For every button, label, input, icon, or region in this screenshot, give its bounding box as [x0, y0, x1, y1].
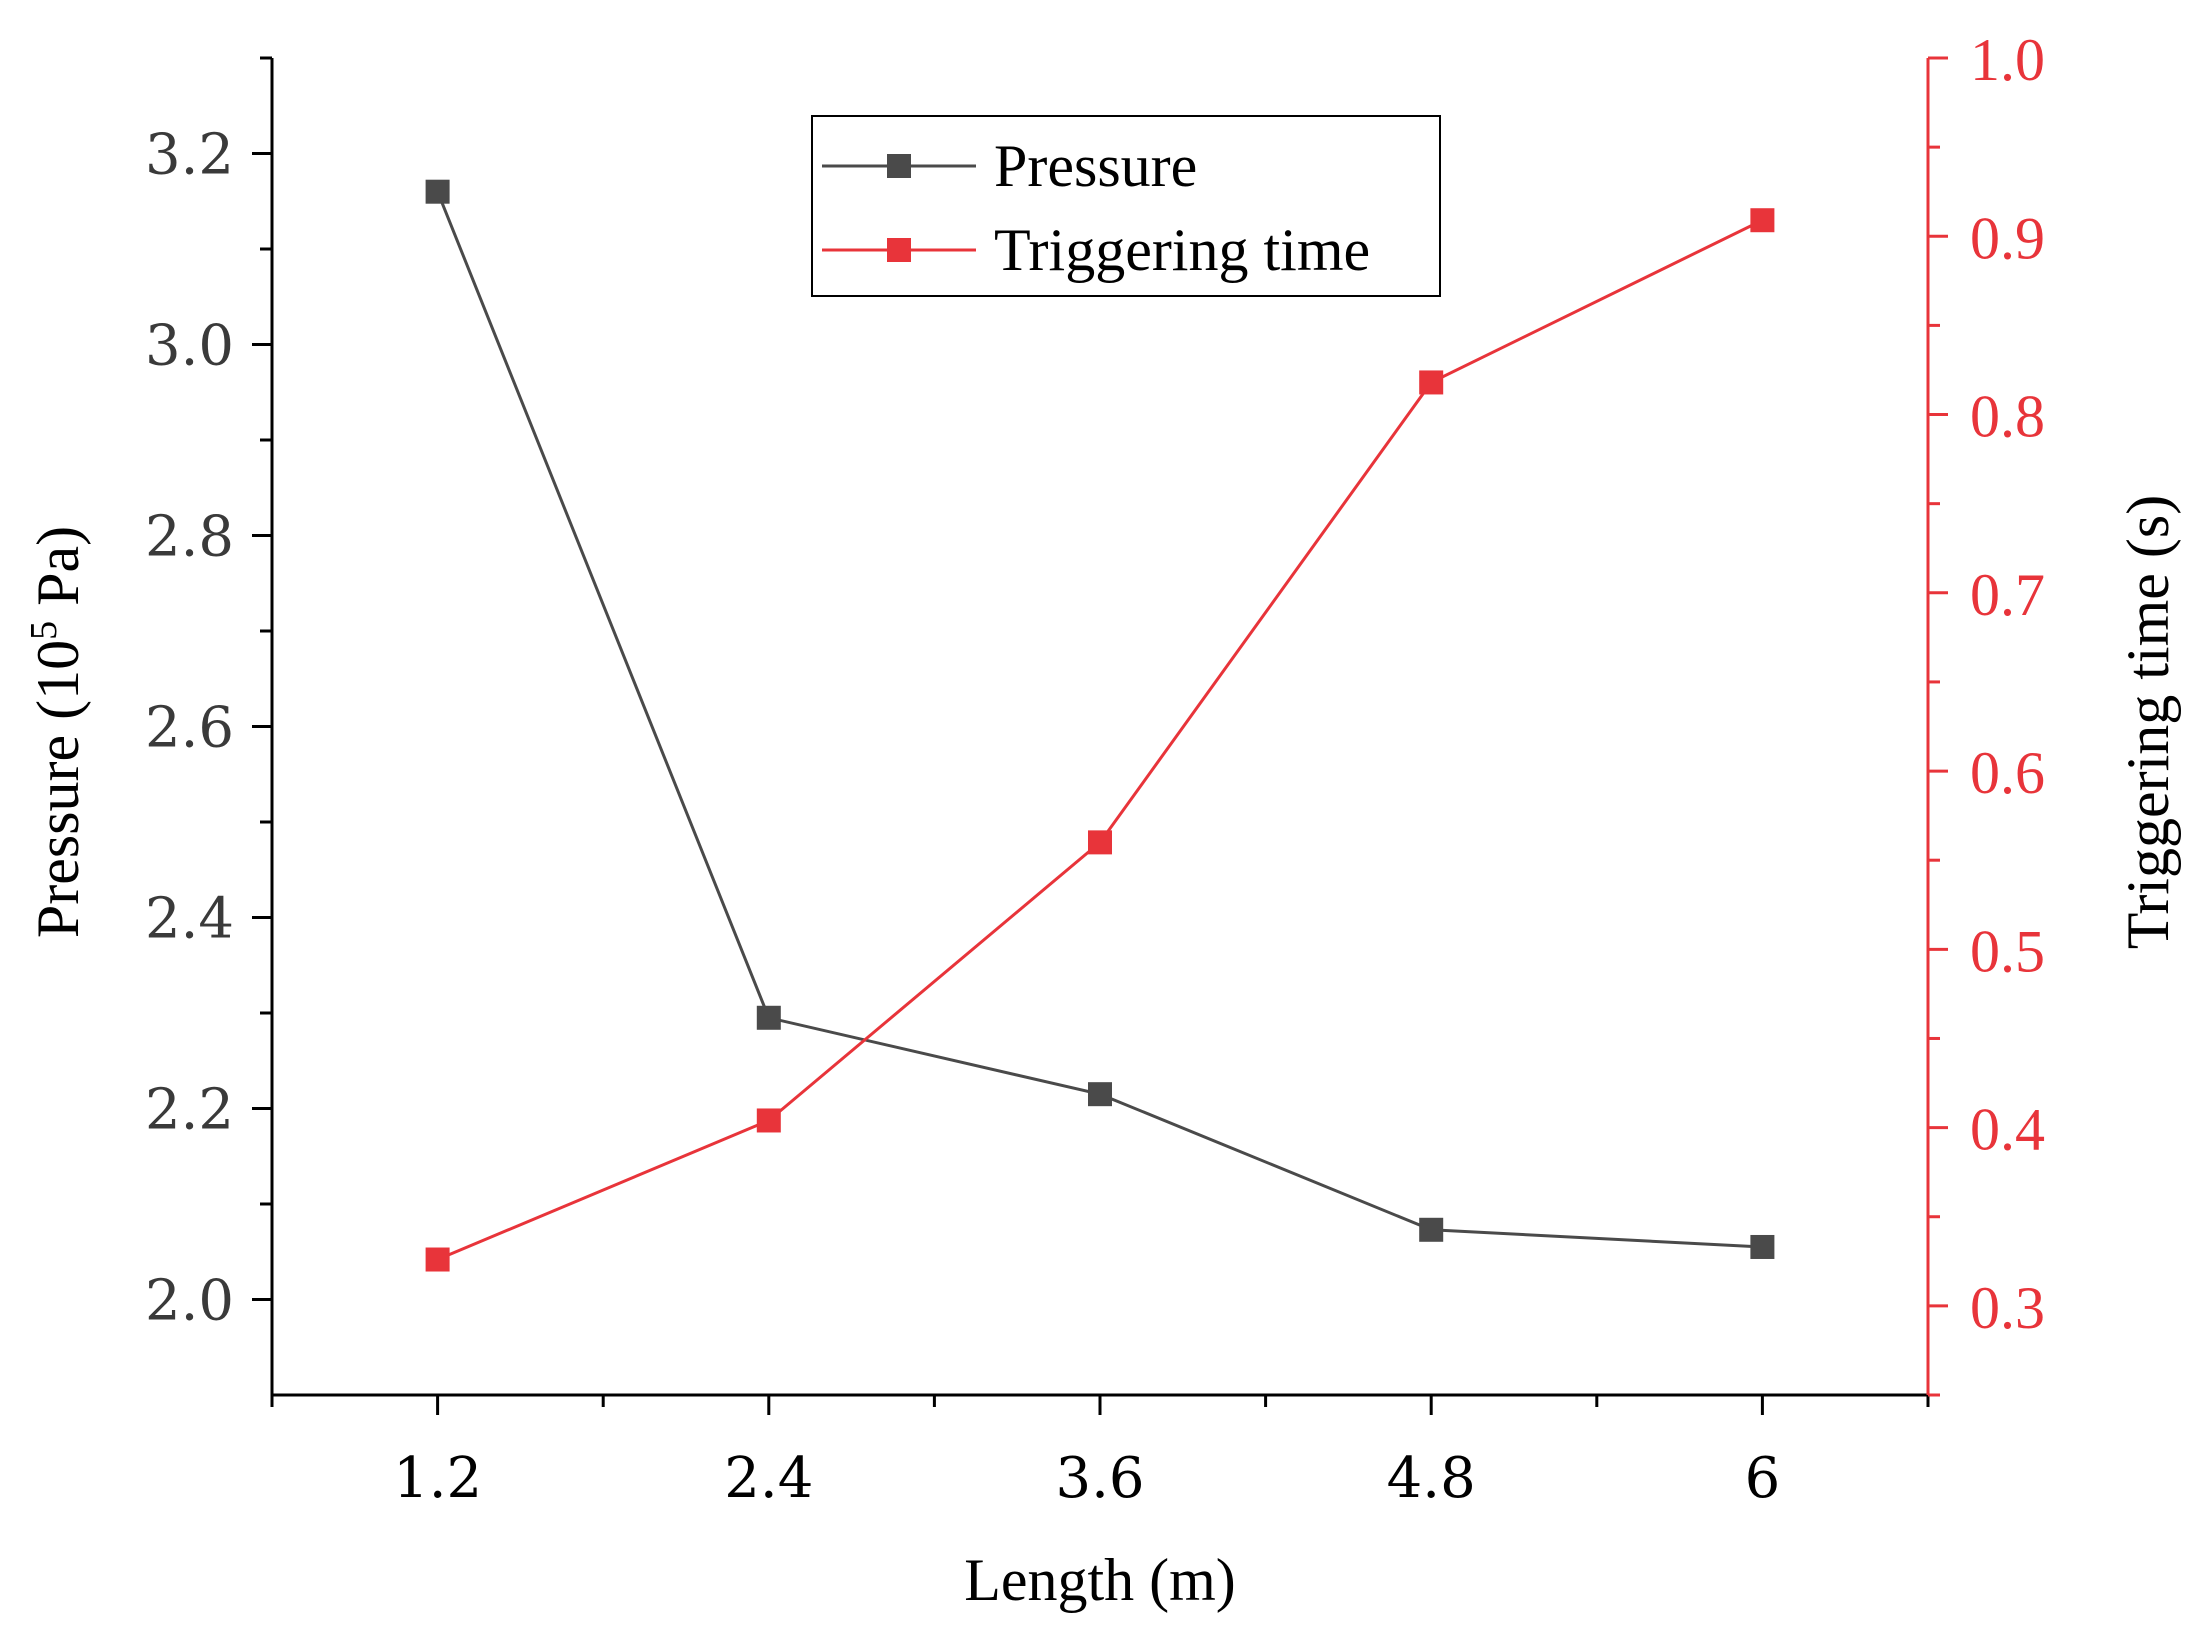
axis-ticks [252, 56, 1948, 1415]
x-tick-label: 6 [1745, 1446, 1781, 1511]
legend-box [811, 115, 1441, 297]
tick-labels: 1.2 2.4 3.6 4.8 6 2.0 2.2 2.4 2.6 2.8 3.0 3.2 0.3 0.4… [145, 27, 2045, 1511]
legend: Pressure Triggering time [811, 115, 1441, 297]
data-point-triggering-time [1750, 208, 1775, 233]
y-axis-left-title-sup: 5 [23, 621, 65, 640]
legend-label-triggering-time: Triggering time [994, 217, 1370, 283]
legend-label-pressure: Pressure [994, 133, 1197, 199]
y-left-tick-label: 2.8 [145, 505, 234, 570]
data-point-triggering-time [756, 1108, 781, 1133]
y-left-tick-label: 2.2 [145, 1078, 234, 1143]
data-point-pressure [425, 179, 450, 204]
y-left-tick-label: 2.4 [145, 887, 234, 952]
data-point-pressure [1419, 1217, 1444, 1242]
y-left-tick-label: 2.0 [145, 1269, 234, 1334]
data-point-triggering-time [1419, 370, 1444, 395]
data-point-triggering-time [1088, 830, 1112, 855]
x-tick-label: 3.6 [1055, 1446, 1144, 1511]
y-right-tick-label: 0.5 [1970, 918, 2045, 984]
legend-marker-pressure [887, 154, 911, 178]
legend-marker-triggering-time [887, 238, 911, 262]
series-markers [425, 179, 1775, 1272]
y-right-tick-label: 0.8 [1970, 384, 2045, 450]
y-right-tick-label: 1.0 [1970, 27, 2045, 93]
y-axis-left-title: Pressure (105 Pa) [23, 526, 91, 938]
y-right-tick-label: 0.4 [1970, 1097, 2045, 1163]
x-axis-title: Length (m) [964, 1547, 1236, 1613]
y-right-tick-label: 0.9 [1970, 205, 2045, 271]
y-left-tick-label: 3.2 [145, 123, 234, 188]
y-right-tick-label: 0.6 [1970, 740, 2045, 806]
x-tick-label: 1.2 [393, 1446, 482, 1511]
data-point-triggering-time [425, 1247, 450, 1272]
data-point-pressure [1088, 1082, 1112, 1107]
y-axis-right-title: Triggering time (s) [2115, 495, 2181, 949]
x-tick-label: 4.8 [1387, 1446, 1476, 1511]
y-left-tick-label: 2.6 [145, 696, 234, 761]
y-axis-left-title-suffix: Pa) [25, 526, 91, 621]
data-point-pressure [1750, 1234, 1775, 1259]
y-left-tick-label: 3.0 [145, 314, 234, 379]
x-tick-label: 2.4 [724, 1446, 813, 1511]
y-right-tick-label: 0.3 [1970, 1275, 2045, 1341]
data-point-pressure [756, 1005, 781, 1030]
y-axis-left-title-prefix: Pressure (10 [25, 640, 91, 938]
y-right-tick-label: 0.7 [1970, 562, 2045, 628]
